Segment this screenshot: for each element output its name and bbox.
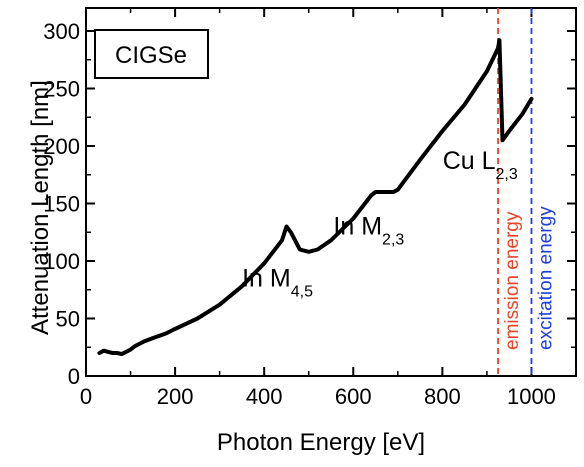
y-tick-label: 0 bbox=[68, 364, 80, 389]
x-tick-label: 600 bbox=[335, 384, 372, 409]
x-axis-title: Photon Energy [eV] bbox=[217, 429, 425, 456]
edge-annotations: In M4,5 In M2,3 Cu L2,3 bbox=[242, 147, 518, 300]
y-tick-label: 200 bbox=[43, 134, 80, 159]
y-tick-label: 250 bbox=[43, 77, 80, 102]
series-line bbox=[97, 38, 534, 357]
annotation-in-m-23: In M2,3 bbox=[333, 213, 404, 249]
plot-frame bbox=[85, 7, 577, 377]
axis-titles: Photon Energy [eV] Attenuation Length [nm… bbox=[27, 80, 425, 456]
x-tick-label: 200 bbox=[157, 384, 194, 409]
annotation-in-m-45: In M4,5 bbox=[242, 264, 313, 300]
y-tick-label: 50 bbox=[56, 307, 80, 332]
y-tick-label: 100 bbox=[43, 249, 80, 274]
legend-box-text: CIGSe bbox=[115, 42, 187, 69]
vertical-marker-lines: emission energy excitation energy bbox=[497, 8, 556, 376]
series-layer bbox=[97, 38, 534, 357]
annotation-cu-l-23: Cu L2,3 bbox=[443, 147, 518, 183]
y-axis-title: Attenuation Length [nm] bbox=[27, 80, 54, 335]
vertical-line-label-emission: emission energy bbox=[502, 211, 523, 350]
vertical-line-label-excitation: excitation energy bbox=[535, 206, 556, 350]
y-tick-label: 300 bbox=[43, 19, 80, 44]
legend-box-frame bbox=[94, 29, 209, 79]
x-tick-label: 0 bbox=[80, 384, 92, 409]
x-tick-label: 400 bbox=[246, 384, 283, 409]
axes: 0 200 400 600 800 1000 0 50 100 150 200 250 300 bbox=[43, 7, 577, 409]
x-tick-label: 800 bbox=[424, 384, 461, 409]
x-tick-label: 1000 bbox=[507, 384, 556, 409]
y-tick-label: 150 bbox=[43, 192, 80, 217]
sample-label-box: CIGSe bbox=[94, 29, 209, 79]
